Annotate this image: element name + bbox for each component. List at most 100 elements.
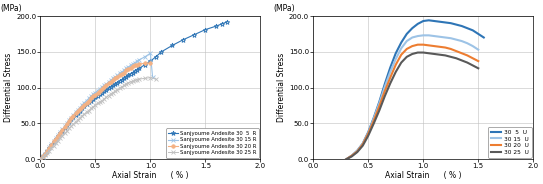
Sanjyoume Andesite 30 20 R xyxy=(142,62,148,64)
Sanjyoume Andesite 30 25 R xyxy=(90,106,97,108)
30  5  U xyxy=(370,117,377,119)
Sanjyoume Andesite 30 25 R xyxy=(61,132,68,135)
Line: Sanjyoume Andesite 30 20 R: Sanjyoume Andesite 30 20 R xyxy=(39,61,152,161)
Sanjyoume Andesite 30 25 R xyxy=(41,154,48,156)
Sanjyoume Andesite 30 20 R xyxy=(64,123,70,125)
30  5  U xyxy=(437,21,443,23)
Sanjyoume Andesite 30 15 R xyxy=(125,66,131,68)
30 20  U xyxy=(382,90,388,92)
30 15  U xyxy=(365,132,371,134)
30 25  U xyxy=(376,109,382,112)
30 25  U xyxy=(393,71,399,73)
Sanjyoume Andesite 30 20 R xyxy=(90,95,97,97)
Sanjyoume Andesite 30 15 R xyxy=(114,74,121,77)
30  5  U xyxy=(453,24,459,26)
Sanjyoume Andesite 30 20 R xyxy=(112,77,118,79)
Sanjyoume Andesite 30 25 R xyxy=(83,111,90,113)
Sanjyoume Andesite 30 15 R xyxy=(68,117,74,119)
Sanjyoume Andesite 30 20 R xyxy=(39,155,46,158)
Sanjyoume Andesite 30 15 R xyxy=(101,84,108,87)
Sanjyoume Andesite 30 20 R xyxy=(88,97,94,100)
Sanjyoume Andesite 30 15 R xyxy=(85,97,92,100)
30 15  U xyxy=(409,36,415,39)
Sanjyoume Andesite 30 20 R xyxy=(74,110,81,112)
Sanjyoume Andesite 30 25 R xyxy=(50,145,57,147)
30 25  U xyxy=(382,95,388,97)
Sanjyoume Andesite 30 15 R xyxy=(92,92,99,94)
Sanjyoume Andesite 30 15 R xyxy=(59,128,66,130)
30 20  U xyxy=(349,155,355,157)
Sanjyoume Andesite 30 15 R xyxy=(136,59,143,61)
Sanjyoume Andesite 30 20 R xyxy=(108,81,114,83)
Sanjyoume Andesite 30 20 R xyxy=(37,158,43,160)
Sanjyoume Andesite 30 20 R xyxy=(127,66,134,69)
Sanjyoume Andesite 30 20 R xyxy=(79,106,85,108)
30 15  U xyxy=(403,40,410,42)
Sanjyoume Andesite 30 15 R xyxy=(112,76,118,78)
30 20  U xyxy=(398,54,405,56)
30 15  U xyxy=(393,58,399,60)
30 15  U xyxy=(426,34,432,36)
30 20  U xyxy=(409,45,415,47)
30  5  U xyxy=(442,21,449,24)
30  5  U xyxy=(431,20,438,22)
30 25  U xyxy=(409,53,415,55)
Sanjyoume Andesite 30 25 R xyxy=(88,107,94,109)
30 15  U xyxy=(387,71,394,73)
Sanjyoume Andesite 30 20 R xyxy=(114,76,121,78)
Sanjyoume Andesite 30 25 R xyxy=(147,77,154,79)
Line: 30 15  U: 30 15 U xyxy=(346,35,478,159)
30 15  U xyxy=(349,155,355,157)
30 15  U xyxy=(420,34,426,36)
Sanjyoume Andesite 30 25 R xyxy=(39,156,46,158)
Sanjyoume Andesite 30 20 R xyxy=(118,73,125,75)
Sanjyoume Andesite 30 20 R xyxy=(81,104,87,106)
Sanjyoume Andesite 30 25 R xyxy=(66,127,72,130)
30 25  U xyxy=(354,151,361,153)
30 15  U xyxy=(447,37,454,39)
Sanjyoume Andesite 30 20 R xyxy=(48,144,55,146)
Sanjyoume Andesite 30 20 R xyxy=(61,126,68,128)
30 20  U xyxy=(376,105,382,107)
30  5  U xyxy=(447,22,454,24)
Sanjyoume Andesite 30 15 R xyxy=(66,119,72,121)
Sanjyoume Andesite 30 25 R xyxy=(46,150,53,152)
30 25  U xyxy=(442,54,449,56)
30 25  U xyxy=(365,135,371,137)
Sanjyoume Andesite 30 25 R xyxy=(92,104,99,106)
Sanjyoume Andesite 30 25 R xyxy=(110,92,116,94)
30 15  U xyxy=(431,35,438,37)
Sanjyoume Andesite 30  5  R xyxy=(123,76,129,78)
30 15  U xyxy=(370,117,377,120)
Sanjyoume Andesite 30 25 R xyxy=(101,98,108,100)
X-axis label: Axial Strain      ( % ): Axial Strain ( % ) xyxy=(385,171,462,180)
30 20  U xyxy=(387,77,394,79)
30 20  U xyxy=(359,143,366,145)
30  5  U xyxy=(354,150,361,152)
30 15  U xyxy=(475,49,482,51)
Sanjyoume Andesite 30 15 R xyxy=(110,77,116,79)
30 15  U xyxy=(458,40,465,42)
30  5  U xyxy=(359,142,366,145)
30 20  U xyxy=(470,57,476,59)
Sanjyoume Andesite 30 25 R xyxy=(118,86,125,88)
Sanjyoume Andesite 30 25 R xyxy=(127,81,134,83)
Sanjyoume Andesite 30 20 R xyxy=(116,74,123,77)
30 20  U xyxy=(475,60,482,62)
Sanjyoume Andesite 30 25 R xyxy=(103,96,110,98)
Sanjyoume Andesite 30 15 R xyxy=(64,122,70,125)
Sanjyoume Andesite 30 20 R xyxy=(97,89,103,92)
Sanjyoume Andesite 30 15 R xyxy=(74,109,81,111)
30  5  U xyxy=(403,33,410,35)
Sanjyoume Andesite 30 20 R xyxy=(123,69,129,72)
Sanjyoume Andesite 30 25 R xyxy=(136,78,143,80)
30 25  U xyxy=(414,52,421,54)
30  5  U xyxy=(382,83,388,85)
Sanjyoume Andesite 30 25 R xyxy=(94,102,101,105)
Sanjyoume Andesite 30 20 R xyxy=(57,132,64,134)
Legend: Sanjyoume Andesite 30  5  R, Sanjyoume Andesite 30 15 R, Sanjyoume Andesite 30 2: Sanjyoume Andesite 30 5 R, Sanjyoume And… xyxy=(166,128,259,158)
Sanjyoume Andesite 30 15 R xyxy=(81,102,87,104)
Sanjyoume Andesite 30 20 R xyxy=(41,152,48,155)
30 25  U xyxy=(370,122,377,125)
30 15  U xyxy=(464,42,471,44)
